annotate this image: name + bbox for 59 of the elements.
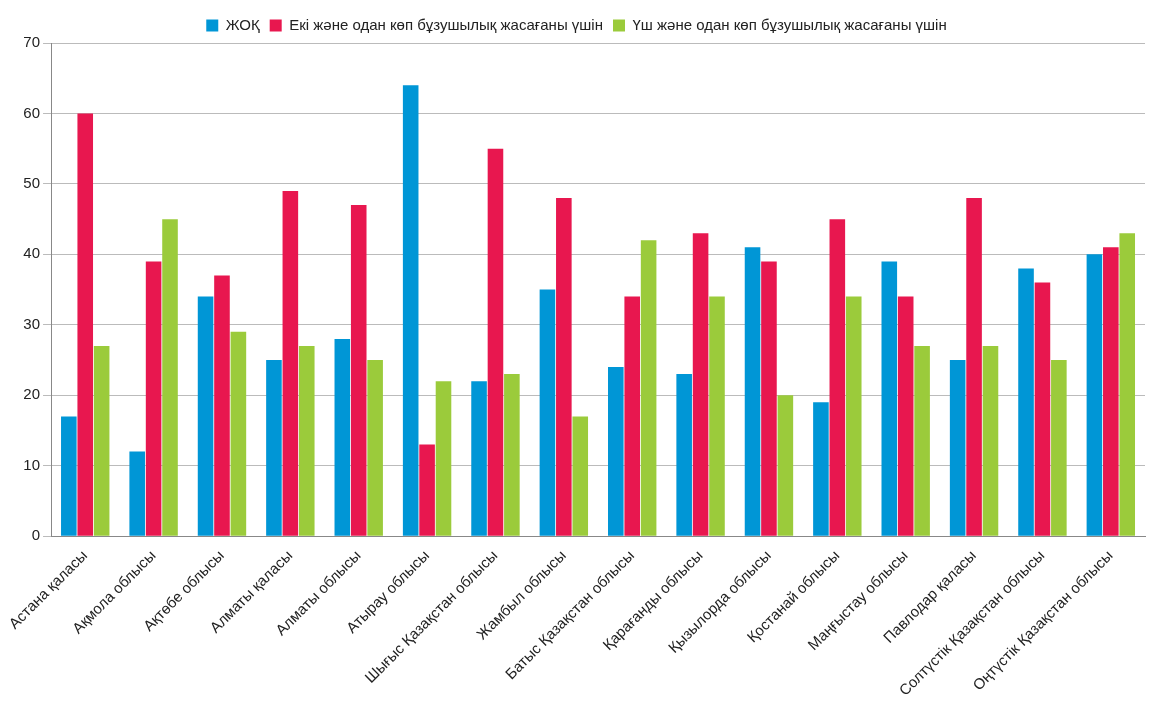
bar xyxy=(402,85,419,536)
y-tick-label: 0 xyxy=(31,526,41,544)
bar xyxy=(1034,282,1051,536)
bar xyxy=(214,275,230,536)
y-tick-label: 30 xyxy=(23,314,41,332)
bar xyxy=(982,345,999,536)
legend-label: ЖОҚ xyxy=(225,15,260,33)
bar xyxy=(966,197,982,536)
bar xyxy=(1051,360,1067,536)
bar xyxy=(692,233,709,536)
bar xyxy=(487,148,504,536)
bar xyxy=(145,261,162,536)
bar xyxy=(829,219,846,536)
bar xyxy=(77,113,94,536)
bar xyxy=(539,289,556,536)
bar xyxy=(129,451,145,536)
y-tick-label: 70 xyxy=(23,33,41,51)
bar xyxy=(197,296,214,536)
bar xyxy=(709,296,725,536)
bar xyxy=(282,190,299,536)
bar xyxy=(949,360,966,536)
bar xyxy=(624,296,640,536)
bar xyxy=(813,402,829,536)
bar xyxy=(162,219,178,536)
y-tick-label: 40 xyxy=(23,244,41,262)
y-tick-label: 10 xyxy=(23,455,41,473)
y-tick-label: 20 xyxy=(23,385,41,403)
y-tick-label: 50 xyxy=(23,174,41,192)
bar xyxy=(1086,254,1103,536)
legend-label: Екі және одан көп бұзушылық жасағаны үшін xyxy=(289,15,603,33)
bar xyxy=(266,360,282,536)
bar xyxy=(61,416,77,536)
bar xyxy=(334,338,351,536)
bar xyxy=(914,345,930,536)
bar xyxy=(471,381,487,536)
bar xyxy=(572,416,589,536)
bar xyxy=(419,444,435,536)
bar xyxy=(350,205,367,536)
bar xyxy=(676,374,692,536)
bar xyxy=(367,360,383,536)
bar xyxy=(556,197,572,536)
bar xyxy=(298,345,315,536)
bar xyxy=(93,345,110,536)
bar xyxy=(435,381,452,536)
bar xyxy=(777,395,794,536)
bar xyxy=(761,261,777,536)
bar xyxy=(897,296,914,536)
bar xyxy=(1018,268,1034,536)
bar xyxy=(640,240,657,536)
bar xyxy=(881,261,898,536)
bar xyxy=(1119,233,1136,536)
y-tick-label: 60 xyxy=(23,103,41,121)
bar xyxy=(744,247,761,536)
legend-label: Үш және одан көп бұзушылық жасағаны үшін xyxy=(632,15,947,33)
bar xyxy=(608,367,624,536)
bar xyxy=(504,374,520,536)
bar xyxy=(845,296,862,536)
bar xyxy=(230,331,247,536)
bar xyxy=(1103,247,1119,536)
